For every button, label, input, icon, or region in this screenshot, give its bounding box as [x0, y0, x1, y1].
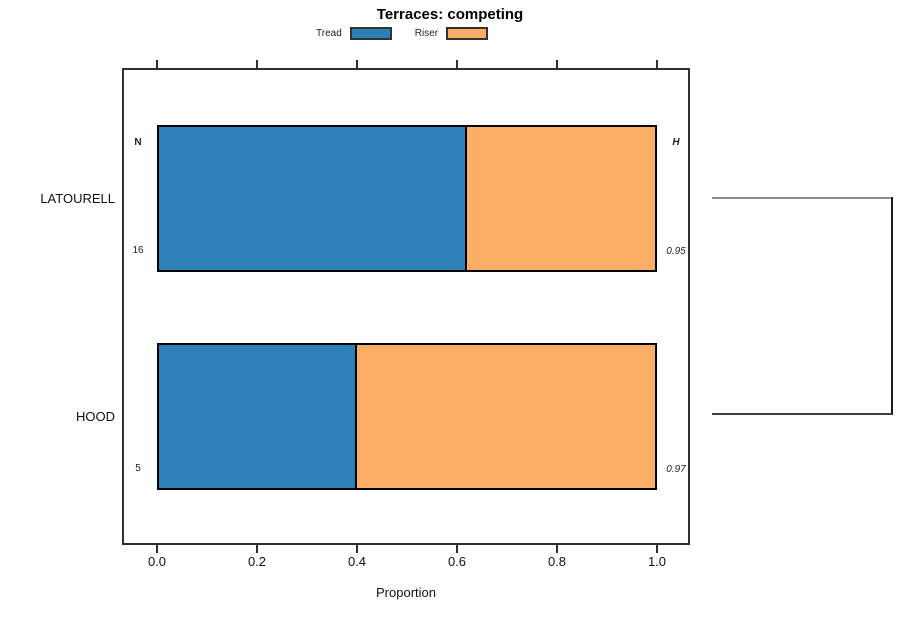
- legend-label: Riser: [414, 28, 439, 39]
- legend-label: Tread: [316, 28, 342, 39]
- n-value-hood: 5: [135, 463, 141, 474]
- h-value-hood: 0.97: [666, 464, 686, 475]
- x-tick-label: 0.2: [247, 554, 267, 569]
- bar-segment-tread: [159, 345, 358, 488]
- chart-title: Terraces: competing: [376, 6, 524, 23]
- bar-segment-riser: [466, 127, 655, 270]
- dendrogram-join: [891, 197, 893, 415]
- bar-hood: [157, 343, 657, 490]
- x-tick-label: 0.8: [547, 554, 567, 569]
- x-tick-bottom: [556, 545, 558, 553]
- x-tick-top: [656, 60, 658, 68]
- x-tick-bottom: [256, 545, 258, 553]
- legend-swatch-riser: [446, 27, 489, 40]
- category-label-latourell: LATOURELL: [40, 190, 115, 206]
- n-column-header: N: [134, 137, 142, 148]
- x-tick-top: [156, 60, 158, 68]
- legend-item-tread: Tread: [316, 27, 392, 40]
- h-column-header: H: [672, 137, 680, 148]
- dendrogram-branch-bottom: [712, 413, 892, 415]
- x-axis-title: Proportion: [376, 585, 436, 600]
- x-tick-top: [256, 60, 258, 68]
- x-tick-bottom: [356, 545, 358, 553]
- x-tick-bottom: [656, 545, 658, 553]
- legend-swatch-tread: [349, 27, 392, 40]
- legend-item-riser: Riser: [414, 27, 489, 40]
- legend: Tread Riser: [316, 27, 489, 40]
- bar-segment-tread: [159, 127, 467, 270]
- h-value-latourell: 0.95: [666, 246, 686, 257]
- bar-segment-riser: [357, 345, 655, 488]
- x-tick-top: [556, 60, 558, 68]
- x-tick-label: 1.0: [647, 554, 667, 569]
- bar-latourell: [157, 125, 657, 272]
- n-value-latourell: 16: [132, 245, 144, 256]
- dendrogram-branch-top: [712, 197, 893, 199]
- x-tick-label: 0.6: [447, 554, 467, 569]
- x-tick-bottom: [456, 545, 458, 553]
- x-tick-label: 0.4: [347, 554, 367, 569]
- x-tick-top: [356, 60, 358, 68]
- x-tick-top: [456, 60, 458, 68]
- x-tick-bottom: [156, 545, 158, 553]
- x-tick-label: 0.0: [147, 554, 167, 569]
- category-label-hood: HOOD: [76, 408, 115, 424]
